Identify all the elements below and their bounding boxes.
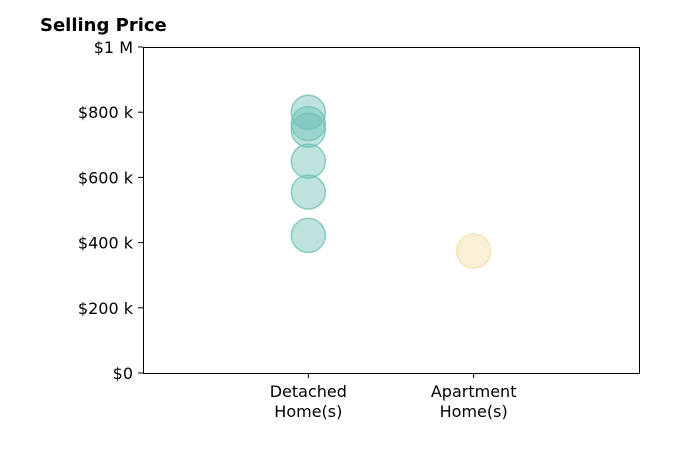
y-tick-label: $400 k (78, 234, 134, 253)
data-point (290, 174, 327, 210)
data-point (455, 233, 492, 269)
y-tick-label: $600 k (78, 168, 134, 187)
data-point (290, 217, 327, 254)
data-point (290, 143, 327, 179)
y-tick-label: $0 (113, 364, 133, 383)
y-tick-label: $200 k (78, 299, 134, 318)
chart-title: Selling Price (40, 15, 167, 36)
y-tick-label: $1 M (94, 38, 133, 57)
x-axis: Detached Home(s) Apartment Home(s) (270, 373, 517, 421)
plot-area-frame (143, 47, 640, 374)
y-axis: $0 $200 k $400 k $600 k $800 k $1 M (78, 38, 143, 383)
y-tick-label: $800 k (78, 103, 134, 122)
data-points (290, 94, 492, 269)
x-tick-label: Apartment Home(s) (431, 382, 517, 421)
x-tick-label: Detached Home(s) (270, 382, 347, 421)
data-point (290, 94, 327, 130)
data-point (290, 112, 327, 148)
